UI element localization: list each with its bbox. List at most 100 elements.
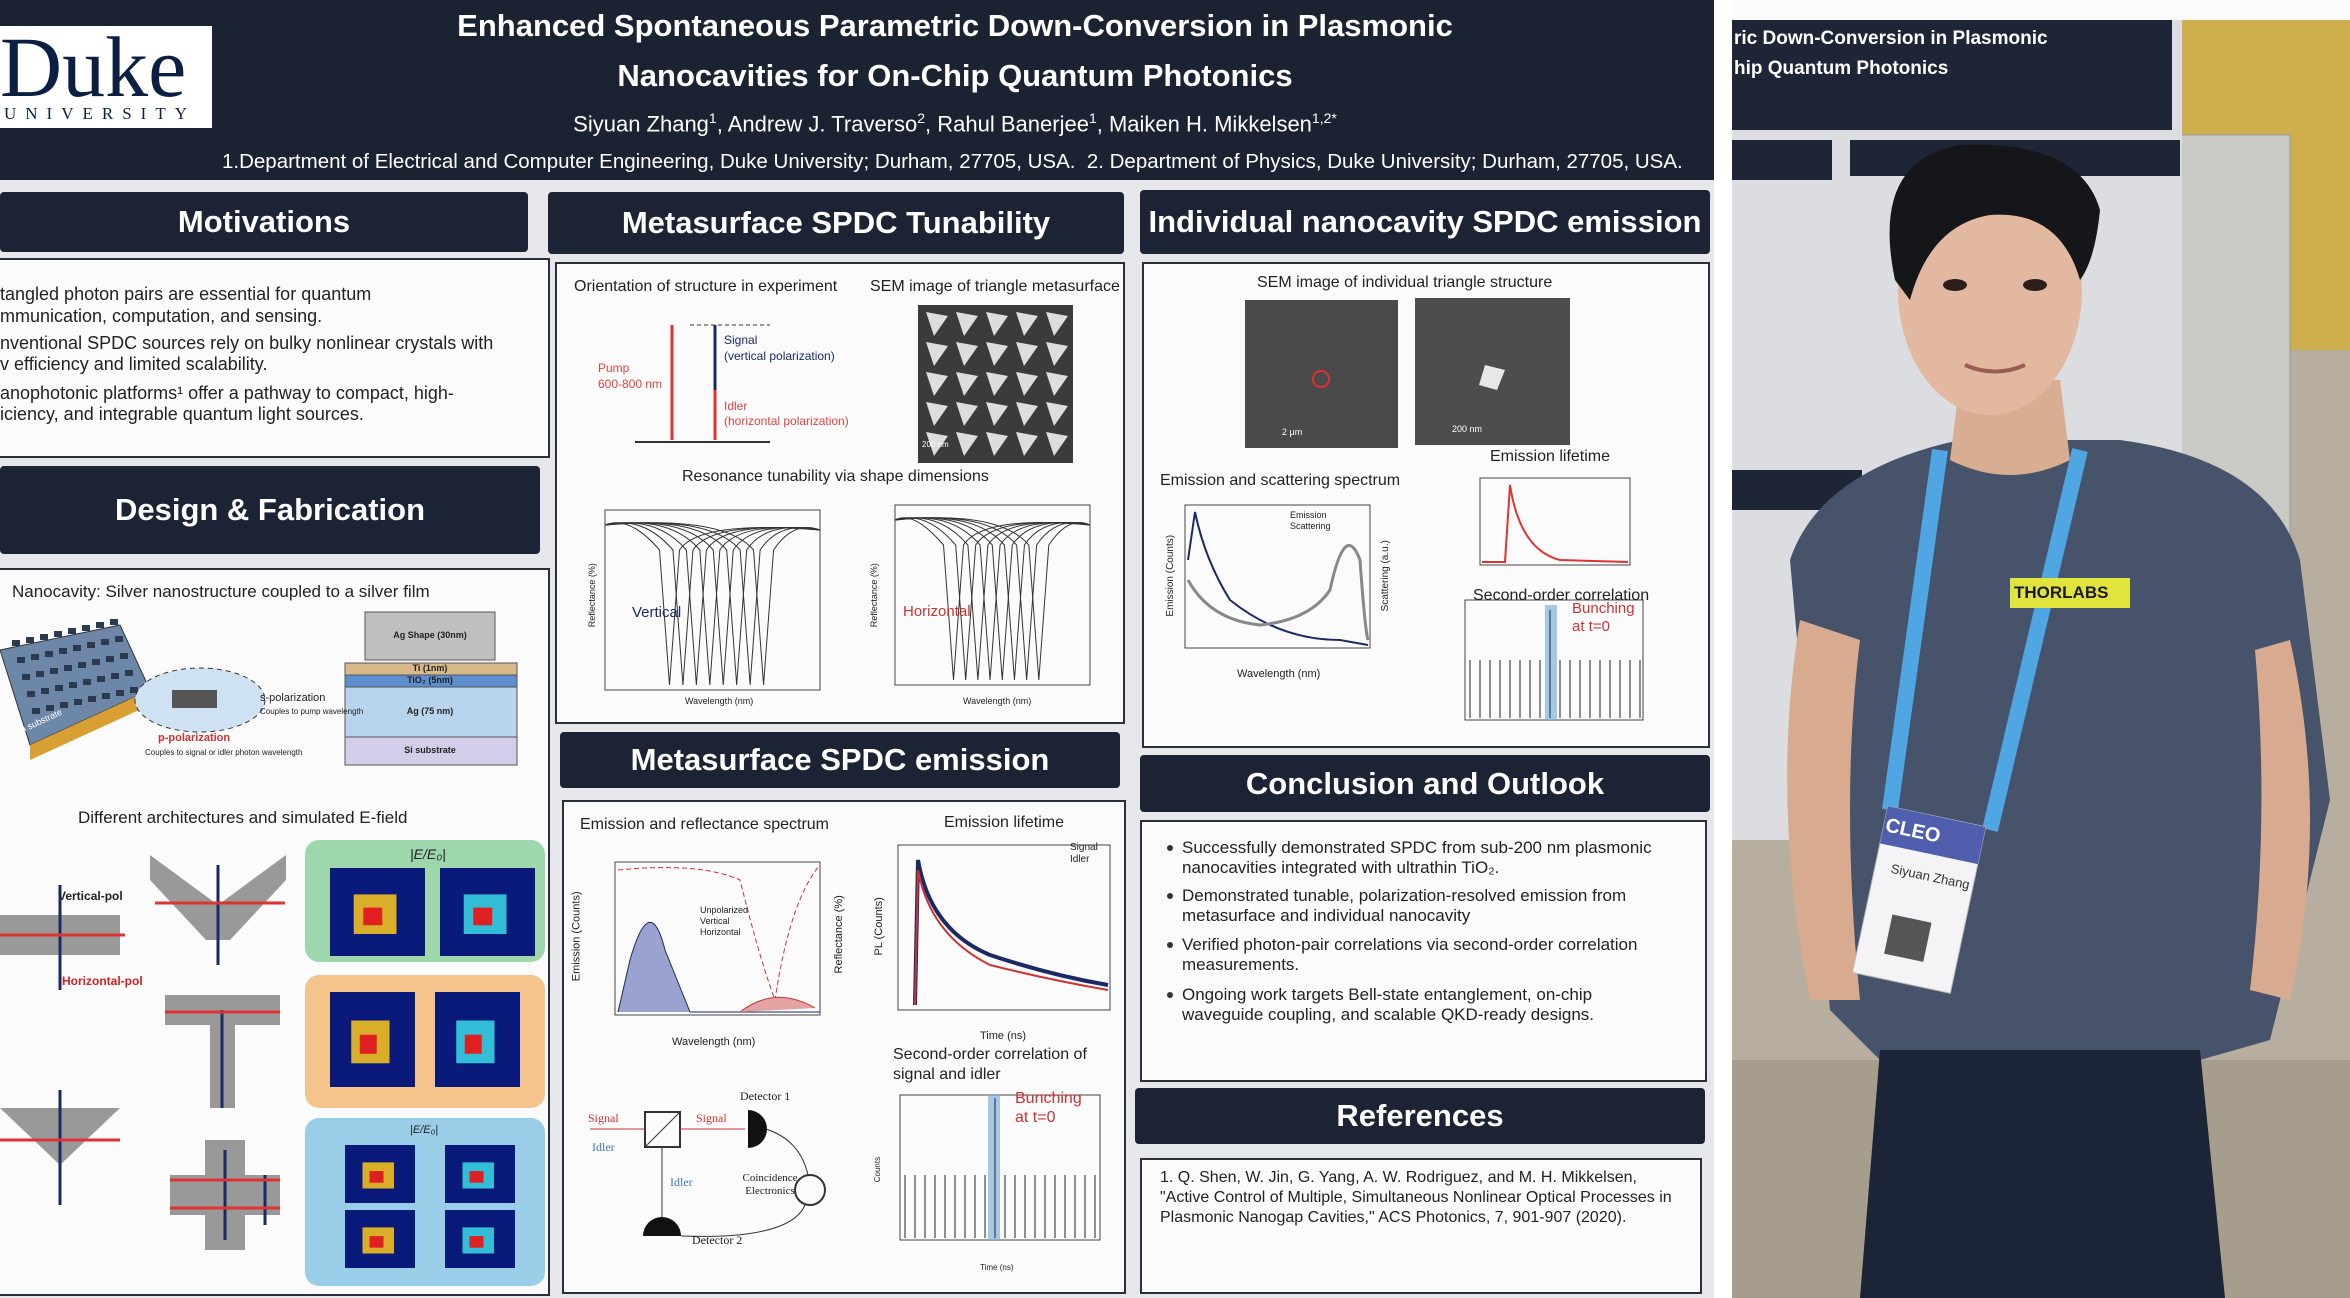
nanostructure xyxy=(130,687,138,693)
coincidence xyxy=(794,1174,826,1206)
badge-qr xyxy=(1884,914,1932,962)
caption: Orientation of structure in experiment xyxy=(574,278,838,295)
label: Detector 2 xyxy=(692,1233,743,1247)
legend-entry: Signal xyxy=(1070,842,1098,853)
sem-triangle xyxy=(1046,402,1068,426)
axis-label: Emission (Counts) xyxy=(570,891,583,982)
shirt-logo: THORLABS xyxy=(2014,583,2109,602)
nanostructure xyxy=(41,688,49,694)
nanostructure xyxy=(64,665,72,671)
background-poster-header xyxy=(1732,20,2172,130)
label: Signal xyxy=(696,1111,727,1125)
label: Idler xyxy=(592,1140,615,1154)
motivation-line: tangled photon pairs are essential for q… xyxy=(0,284,372,304)
section-body xyxy=(1140,1158,1702,1294)
nanostructure xyxy=(31,654,39,660)
bullet xyxy=(1167,942,1173,948)
label: 200 nm xyxy=(1452,424,1483,434)
eye xyxy=(1943,279,1967,291)
nanostructure xyxy=(59,648,67,654)
bullet xyxy=(1167,893,1173,899)
label: Idler xyxy=(724,399,748,413)
section-heading: Conclusion and Outlook xyxy=(1140,755,1710,812)
lifetime-curve xyxy=(1482,484,1629,563)
motivation-line: v efficiency and limited scalability. xyxy=(0,354,268,374)
legend-entry: Scattering xyxy=(1290,521,1331,531)
sem-image xyxy=(1245,300,1398,448)
nanostructure xyxy=(106,656,114,662)
field-hotspot xyxy=(469,1236,484,1248)
sem-triangle xyxy=(956,432,978,456)
field-hotspot xyxy=(469,1171,484,1183)
author-affiliation: 2 xyxy=(917,110,926,126)
emission-curve xyxy=(739,997,816,1013)
label: Signal xyxy=(724,333,758,347)
reflectance-curve xyxy=(894,517,1091,681)
axis-label: Reflectance (%) xyxy=(586,563,597,628)
nanocube xyxy=(172,690,217,708)
nanostructure xyxy=(101,639,109,645)
label: Coincidence Electronics xyxy=(742,1172,798,1197)
sem-triangle xyxy=(1479,365,1505,390)
detector xyxy=(643,1217,681,1236)
label: Couples to pump wavelength xyxy=(260,707,364,716)
label: Vertical-pol xyxy=(58,889,123,903)
axis-label: PL (Counts) xyxy=(872,897,885,956)
sem-triangle xyxy=(986,372,1008,396)
layer-label: TiO₂ (5nm) xyxy=(407,675,453,685)
section-heading: Metasurface SPDC emission xyxy=(560,732,1120,788)
divider xyxy=(1714,0,1732,1298)
nanostructure xyxy=(68,628,76,634)
nanostructure xyxy=(116,690,124,696)
sem-triangle xyxy=(926,432,948,456)
label: Detector 1 xyxy=(740,1089,791,1103)
motivation-line: iciency, and integrable quantum light so… xyxy=(0,404,364,424)
nanostructure xyxy=(27,691,35,697)
axis-label: Counts xyxy=(873,1156,883,1183)
label: Vertical xyxy=(632,604,682,621)
label: Horizontal xyxy=(903,603,971,620)
caption: Second-order correlation of xyxy=(893,1046,1087,1063)
photo-top xyxy=(1732,0,2350,20)
reflectance-curve xyxy=(894,517,1091,681)
sem-triangle xyxy=(1046,342,1068,366)
reflectance-curve xyxy=(894,517,1091,681)
axis-label: Wavelength (nm) xyxy=(963,696,1032,706)
nanostructure xyxy=(92,659,100,665)
axis-label: Wavelength (nm) xyxy=(685,696,754,706)
annotation: at t=0 xyxy=(1572,618,1610,635)
field-hotspot xyxy=(363,907,383,926)
conclusion-bullet: Demonstrated tunable, polarization-resol… xyxy=(1182,886,1627,925)
mouth xyxy=(1964,363,2026,374)
arm xyxy=(1787,620,1860,1000)
label: Signal xyxy=(588,1111,619,1125)
label: 2 μm xyxy=(1282,427,1303,437)
nanostructure xyxy=(97,676,105,682)
label: p-polarization xyxy=(158,732,231,744)
nanostructure xyxy=(17,657,25,663)
reflectance-curve xyxy=(894,517,1091,681)
nanostructure xyxy=(54,631,62,637)
caption: Emission lifetime xyxy=(944,814,1065,831)
field-hotspot xyxy=(464,1034,482,1054)
label: |E/E₀| xyxy=(410,1124,439,1136)
plot-frame xyxy=(604,509,821,691)
field-hotspot xyxy=(369,1171,384,1183)
title-line: Nanocavities for On-Chip Quantum Photoni… xyxy=(617,58,1293,93)
section-body xyxy=(562,800,1126,1294)
layer xyxy=(344,686,518,738)
nanostructure xyxy=(46,705,54,711)
reflectance-curve xyxy=(617,864,821,1002)
lifetime-curve xyxy=(914,869,1109,1006)
reflectance-curve xyxy=(604,522,821,686)
legend-entry: Idler xyxy=(1070,854,1090,865)
sem-triangle xyxy=(1016,432,1038,456)
field-hotspot xyxy=(369,1236,384,1248)
caption: Emission and scattering spectrum xyxy=(1160,472,1401,489)
sem-triangle xyxy=(956,342,978,366)
conclusion-bullet: Ongoing work targets Bell-state entangle… xyxy=(1182,985,1595,1024)
label: Couples to signal or idler photon wavele… xyxy=(145,748,303,757)
label: Horizontal-pol xyxy=(62,974,143,988)
